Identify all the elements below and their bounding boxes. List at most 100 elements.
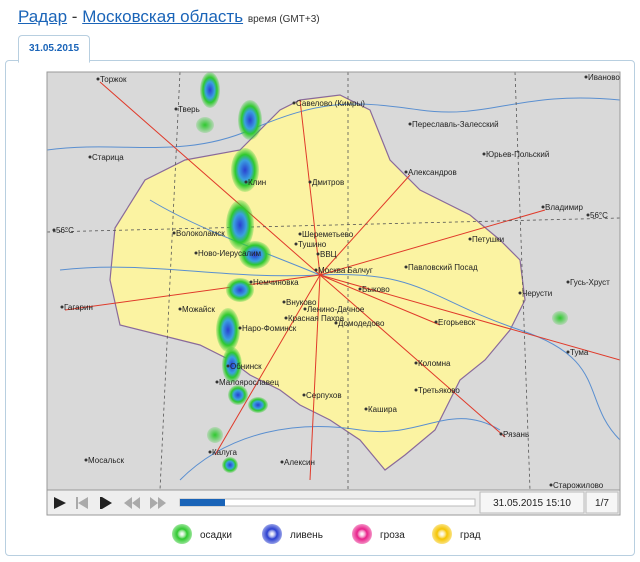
legend-swatch [352,524,372,544]
map-label: Клин [248,178,266,187]
city-marker [414,388,418,392]
city-marker [174,107,178,111]
map-label: Рязань [503,430,529,439]
city-marker [178,307,182,311]
map-label: Калуга [212,448,238,457]
city-marker [518,291,522,295]
city-marker [238,326,242,330]
legend-item: осадки [172,524,232,544]
city-marker [584,75,588,79]
legend-label: град [460,530,481,541]
map-label: Гагарин [64,303,93,312]
map-label: Кашира [368,405,397,414]
city-marker [468,237,472,241]
map-label: Серпухов [306,391,342,400]
city-marker [549,483,553,487]
city-marker [96,77,100,81]
city-marker [434,320,438,324]
player: 31.05.2015 15:10 1/7 [46,489,621,516]
map-label: Обнинск [230,362,262,371]
city-marker [404,265,408,269]
city-marker [499,432,503,436]
map-label: Александров [408,168,457,177]
map-label: Старица [92,153,124,162]
map-label: Домодедово [338,319,385,328]
map-label: Можайск [182,305,215,314]
city-marker [298,232,302,236]
city-marker [280,460,284,464]
map-label: Тушино [298,240,327,249]
map-label: Петушки [472,235,504,244]
radar-link[interactable]: Радар [18,7,68,26]
city-marker [60,305,64,309]
legend-item: гроза [352,524,405,544]
map-label: ВВЦ [320,250,337,259]
map-label: 56°С [56,226,74,235]
city-marker [408,122,412,126]
city-marker [294,242,298,246]
city-marker [364,407,368,411]
next-button[interactable] [100,497,112,509]
map-label: Тверь [178,105,200,114]
map-label: 56°С [590,211,608,220]
map-label: Шереметьево [302,230,354,239]
map-label: Быково [362,285,390,294]
map-label: Переславль-Залесский [412,120,499,129]
date-tab[interactable]: 31.05.2015 [18,35,90,63]
city-marker [566,280,570,284]
map-label: Дмитров [312,178,344,187]
map-label: Владимир [545,203,584,212]
city-marker [586,213,590,217]
map-label: Иваново [588,73,620,82]
city-marker [302,393,306,397]
frame-counter: 1/7 [595,498,609,509]
city-marker [314,268,318,272]
map-label: Гусь-Хруст [570,278,610,287]
prev-button[interactable] [76,497,88,509]
map-label: Торжок [100,75,127,84]
header: Радар - Московская область время (GMT+3) [18,7,320,27]
map-label: Старожилово [553,481,604,490]
map-label: Ново-Иерусалим [198,249,261,258]
legend-item: ливень [262,524,323,544]
map-label: Егорьевск [438,318,476,327]
city-marker [541,205,545,209]
map-label: Малоярославец [219,378,279,387]
map-label: Юрьев-Польский [486,150,549,159]
city-marker [282,300,286,304]
map-label: Савелово (Кимры) [296,99,365,108]
map-label: Третьяково [418,386,460,395]
map-label: Павловский Посад [408,263,478,272]
city-marker [308,180,312,184]
city-marker [358,287,362,291]
city-marker [334,321,338,325]
city-marker [84,458,88,462]
city-marker [215,380,219,384]
legend-item: град [432,524,481,544]
legend-label: ливень [290,530,323,541]
city-marker [244,180,248,184]
map-label: Ленино-Дачное [307,305,365,314]
map-label: Алексин [284,458,315,467]
map-label: Черусти [522,289,552,298]
play-button[interactable] [54,497,66,509]
datetime: 31.05.2015 15:10 [493,498,571,509]
map-label: Внуково [286,298,317,307]
city-marker [303,307,307,311]
radar-echo [196,72,568,473]
city-marker [172,231,176,235]
forward-button[interactable] [150,497,166,509]
progress-fill [180,499,225,506]
legend-label: осадки [200,530,232,541]
map-label: Москва Балчуг [318,266,373,275]
city-marker [249,280,253,284]
region-link[interactable]: Московская область [82,7,244,26]
separator: - [71,7,78,26]
legend-label: гроза [380,530,405,541]
rewind-button[interactable] [124,497,140,509]
legend-swatch [262,524,282,544]
city-marker [226,364,230,368]
timezone: время (GMT+3) [247,14,320,25]
